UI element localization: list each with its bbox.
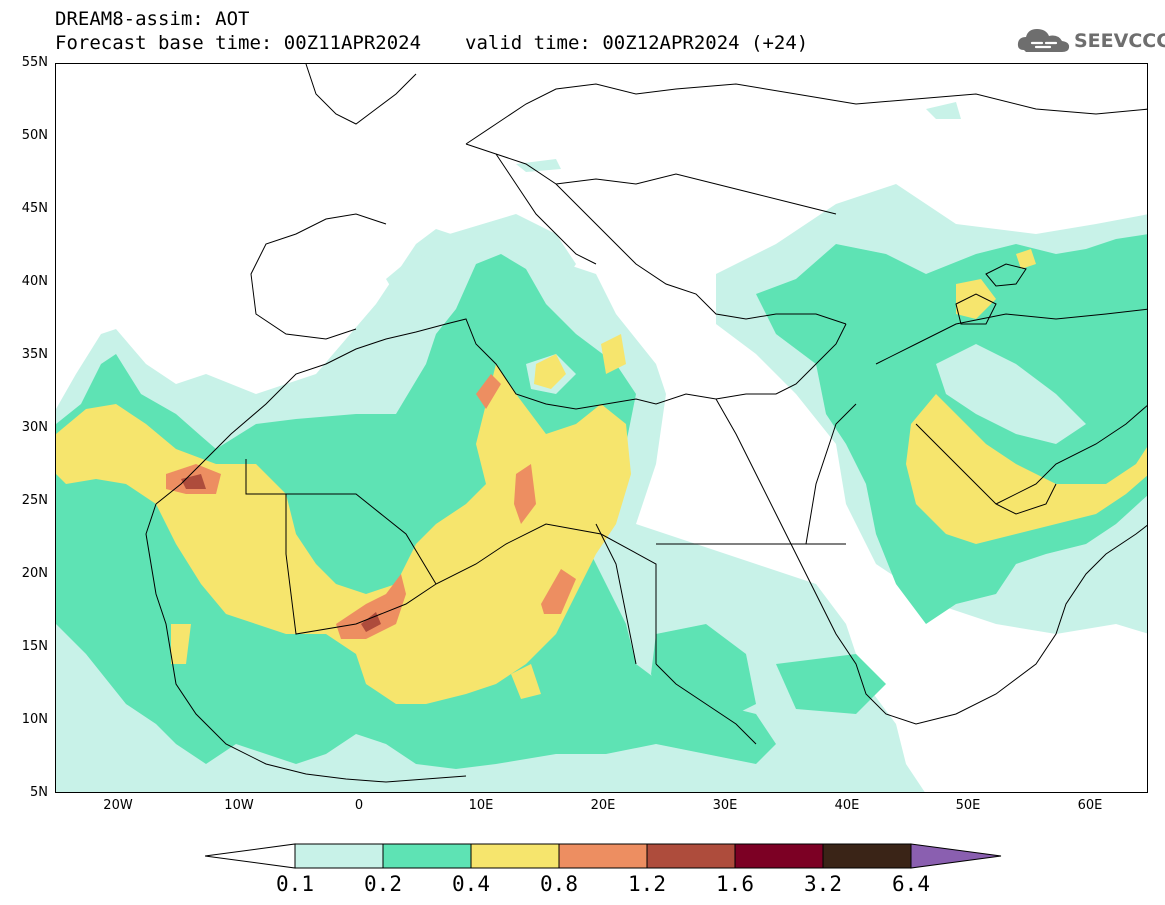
valid-time: valid time: 00Z12APR2024 (+24) — [465, 32, 809, 54]
colorbar-swatch — [294, 843, 384, 869]
colorbar-label: 1.2 — [628, 872, 666, 896]
lat-label: 30N — [21, 420, 48, 435]
lat-label: 15N — [21, 639, 48, 654]
lat-label: 20N — [21, 566, 48, 581]
colorbar-swatch — [382, 843, 472, 869]
colorbar-label: 0.4 — [452, 872, 490, 896]
aot-level-0-2 — [56, 234, 1147, 769]
base-time: Forecast base time: 00Z11APR2024 — [55, 32, 422, 54]
lon-label: 10E — [468, 798, 494, 813]
lon-label: 60E — [1077, 798, 1103, 813]
lat-label: 40N — [21, 274, 48, 289]
cloud-icon — [1017, 29, 1070, 52]
lat-label: 55N — [21, 55, 48, 70]
lon-label: 20E — [590, 798, 616, 813]
lat-label: 25N — [21, 493, 48, 508]
colorbar-label: 3.2 — [804, 872, 842, 896]
seevccc-logo: SEEVCCC — [1016, 24, 1165, 56]
lon-label: 0 — [354, 798, 364, 813]
lon-label: 40E — [834, 798, 860, 813]
colorbar-swatch — [822, 843, 912, 869]
lat-label: 5N — [30, 785, 48, 800]
colorbar-swatch — [558, 843, 648, 869]
colorbar-label: 0.1 — [276, 872, 314, 896]
aot-level-0-4 — [56, 249, 1147, 704]
colorbar-swatch — [470, 843, 560, 869]
colorbar-label: 1.6 — [716, 872, 754, 896]
chart-title: DREAM8-assim: AOT — [55, 8, 250, 30]
lon-label: 30E — [712, 798, 738, 813]
colorbar-under-arrow — [205, 843, 296, 869]
lon-label: 50E — [955, 798, 981, 813]
logo-text: SEEVCCC — [1074, 30, 1165, 52]
colorbar-label: 6.4 — [892, 872, 930, 896]
borders — [145, 64, 1147, 783]
colorbar-label: 0.8 — [540, 872, 578, 896]
lat-label: 45N — [21, 201, 48, 216]
lon-label: 20W — [103, 798, 133, 813]
aot-map — [55, 63, 1148, 793]
time-line: Forecast base time: 00Z11APR2024 valid ti… — [55, 32, 808, 54]
colorbar-over-arrow — [910, 843, 1002, 869]
colorbar — [205, 843, 1002, 869]
map-svg — [56, 64, 1147, 792]
colorbar-swatch — [734, 843, 824, 869]
lat-label: 35N — [21, 347, 48, 362]
colorbar-swatch — [646, 843, 736, 869]
colorbar-label: 0.2 — [364, 872, 402, 896]
lon-label: 10W — [224, 798, 254, 813]
lat-label: 50N — [21, 128, 48, 143]
lat-label: 10N — [21, 712, 48, 727]
